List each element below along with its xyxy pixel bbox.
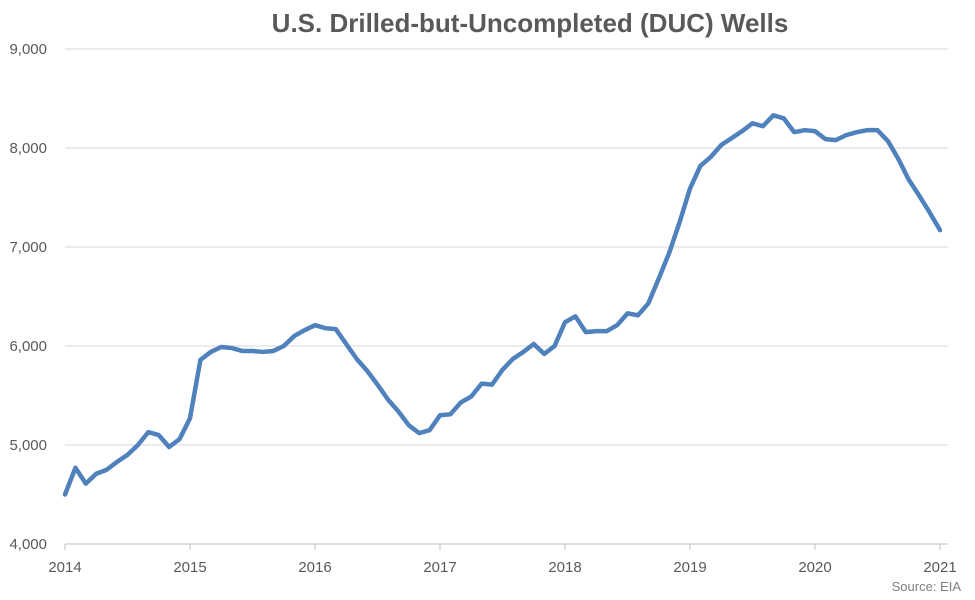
x-tick-label: 2020 bbox=[798, 559, 831, 576]
source-note: Source: EIA bbox=[891, 579, 961, 594]
series-layer bbox=[62, 113, 943, 497]
x-tick-label: 2018 bbox=[548, 559, 581, 576]
y-tick-label: 4,000 bbox=[9, 536, 47, 553]
x-axis bbox=[64, 543, 948, 550]
x-tick-label: 2014 bbox=[48, 559, 81, 576]
y-tick-label: 5,000 bbox=[9, 437, 47, 454]
x-tick-label: 2019 bbox=[673, 559, 706, 576]
y-axis-labels: 4,000 5,000 6,000 7,000 8,000 9,000 bbox=[9, 41, 47, 553]
x-axis-labels: 2014 2015 2016 2017 2018 2019 2020 2021 bbox=[48, 559, 956, 576]
gridlines bbox=[65, 48, 948, 446]
chart-title: U.S. Drilled-but-Uncompleted (DUC) Wells bbox=[271, 8, 789, 38]
y-tick-label: 8,000 bbox=[9, 140, 47, 157]
x-tick-label: 2017 bbox=[423, 559, 456, 576]
y-tick-label: 7,000 bbox=[9, 239, 47, 256]
y-tick-label: 6,000 bbox=[9, 338, 47, 355]
y-tick-label: 9,000 bbox=[9, 41, 47, 58]
series-line-duc-wells bbox=[62, 113, 943, 497]
x-tick-label: 2021 bbox=[923, 559, 956, 576]
x-tick-label: 2016 bbox=[298, 559, 331, 576]
x-tick-label: 2015 bbox=[173, 559, 206, 576]
